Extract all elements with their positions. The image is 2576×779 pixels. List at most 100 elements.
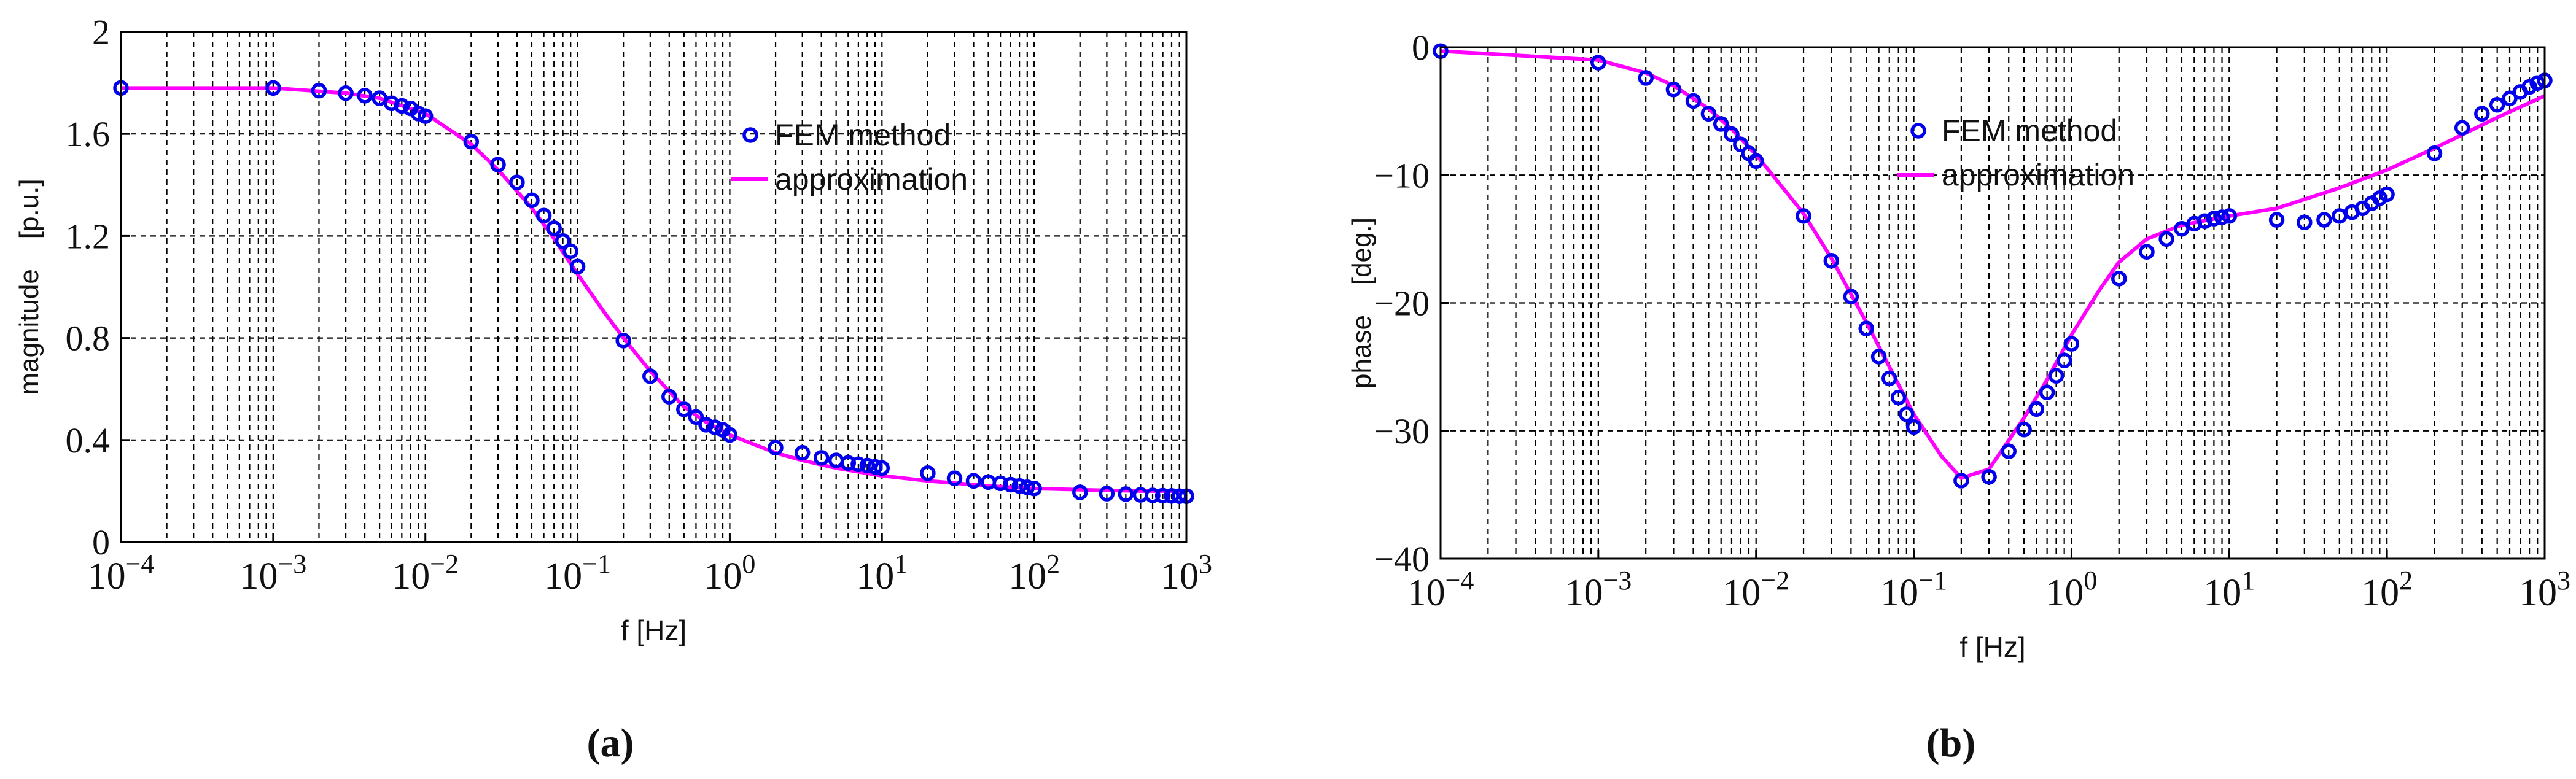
fem-data-point (2521, 79, 2537, 95)
fem-data-point (562, 243, 578, 260)
fem-data-point (357, 88, 373, 104)
fem-data-point (1590, 55, 1606, 71)
fem-data-point (946, 470, 963, 486)
fem-data-point (1823, 253, 1840, 269)
y-tick-label: 2 (92, 12, 110, 52)
fem-data-point (2039, 384, 2055, 401)
fem-data-point (661, 389, 677, 405)
y-tick-label: 0 (92, 522, 110, 562)
fem-data-point (490, 157, 506, 172)
fem-data-point (1890, 389, 1907, 406)
magnitude-grid (121, 32, 1186, 542)
fem-data-point (417, 108, 434, 124)
fem-data-point (1724, 126, 1740, 142)
fem-data-point (722, 427, 738, 443)
magnitude-plot-frame (120, 31, 1188, 543)
fem-data-point (813, 450, 830, 466)
fem-data-point (1099, 486, 1115, 502)
y-tick-label: −10 (1374, 155, 1430, 195)
x-tick-label: 10−4 (88, 549, 155, 597)
fem-data-point (688, 409, 704, 425)
fem-data-point (2268, 212, 2285, 228)
fem-data-point (2206, 211, 2222, 227)
fem-data-point (1700, 106, 1717, 122)
fem-data-point (555, 233, 571, 249)
fem-data-point (768, 440, 784, 456)
y-tick-label: 0 (1412, 28, 1430, 68)
fem-data-point (698, 417, 714, 433)
x-tick-label: 10−3 (1565, 565, 1632, 614)
fem-data-point (867, 459, 883, 475)
fem-data-point (992, 475, 1008, 492)
magnitude-legend: FEM method approximation (731, 118, 968, 196)
fem-data-point (1858, 320, 1874, 336)
x-tick-label: 100 (704, 549, 755, 597)
fem-data-point (642, 368, 658, 384)
panel-label-a: (a) (587, 721, 634, 765)
x-tick-label: 103 (1161, 549, 1212, 597)
x-tick-label: 103 (2519, 565, 2570, 614)
fem-data-point (546, 220, 562, 236)
fem-data-point (2048, 368, 2064, 384)
fem-data-point (874, 460, 890, 476)
magnitude-x-tick-labels: 10−4 10−3 10−2 10−1 100 101 102 103 (88, 533, 1212, 597)
fem-data-point (794, 444, 811, 461)
x-tick-label: 102 (2361, 565, 2413, 614)
fem-data-point (2489, 96, 2505, 113)
fem-data-point (463, 133, 480, 150)
fem-data-point (1665, 81, 1682, 98)
fem-data-point (2379, 186, 2395, 203)
fem-data-point (2529, 75, 2545, 91)
fem-data-point (394, 98, 410, 114)
fem-data-point (965, 473, 982, 489)
panel-label-b: (b) (1926, 721, 1976, 765)
magnitude-fem-series (113, 80, 1194, 504)
magnitude-x-axis-label: f [Hz] (621, 614, 687, 646)
phase-y-axis-label: phase [deg.] (1347, 217, 1377, 389)
fem-data-point (1154, 487, 1171, 504)
x-tick-label: 10−2 (392, 549, 459, 597)
fem-data-point (2426, 145, 2443, 161)
fem-data-point (1011, 478, 1027, 494)
phase-fem-series (1433, 43, 2553, 489)
fem-data-point (1899, 406, 1915, 422)
phase-legend: FEM method approximation (1897, 114, 2134, 192)
fem-data-point (2316, 212, 2332, 228)
fem-data-point (2197, 213, 2213, 229)
legend-fem-marker (742, 127, 758, 143)
y-tick-label: −20 (1374, 284, 1430, 324)
fem-data-point (1118, 486, 1134, 502)
fem-data-point (338, 85, 354, 101)
fem-data-point (920, 465, 936, 481)
fem-data-point (676, 401, 692, 417)
x-tick-label: 101 (2203, 565, 2255, 614)
fem-data-point (1796, 208, 1811, 224)
fem-data-point (1870, 349, 1887, 365)
fem-data-point (2221, 208, 2238, 224)
phase-y-tick-labels: −40 −30 −20 −10 0 (1374, 28, 1449, 579)
fem-data-point (1713, 116, 1729, 132)
phase-x-tick-labels: 10−4 10−3 10−2 10−1 100 101 102 103 (1407, 550, 2570, 614)
legend-approximation-label: approximation (775, 162, 968, 196)
fem-data-point (850, 456, 866, 473)
fem-data-point (2111, 271, 2127, 287)
magnitude-y-axis-label: magnitude [p.u.] (14, 179, 44, 395)
y-tick-label: 1.2 (66, 216, 111, 256)
fem-data-point (1981, 468, 1997, 485)
x-tick-label: 10−3 (239, 549, 306, 597)
fem-data-point (2474, 106, 2490, 122)
fem-data-point (1072, 484, 1088, 500)
fem-data-point (1685, 93, 1702, 109)
fem-data-point (859, 457, 876, 474)
fem-data-point (1145, 487, 1161, 503)
fem-data-point (569, 258, 586, 275)
fem-data-point (2139, 244, 2155, 260)
legend-fem-label: FEM method (775, 118, 951, 152)
fem-data-point (1026, 480, 1042, 497)
x-tick-label: 100 (2045, 565, 2097, 614)
fem-data-point (1748, 153, 1764, 169)
y-tick-label: 0.4 (66, 421, 111, 460)
fem-data-point (1881, 370, 1897, 387)
x-tick-label: 10−1 (1880, 565, 1947, 614)
